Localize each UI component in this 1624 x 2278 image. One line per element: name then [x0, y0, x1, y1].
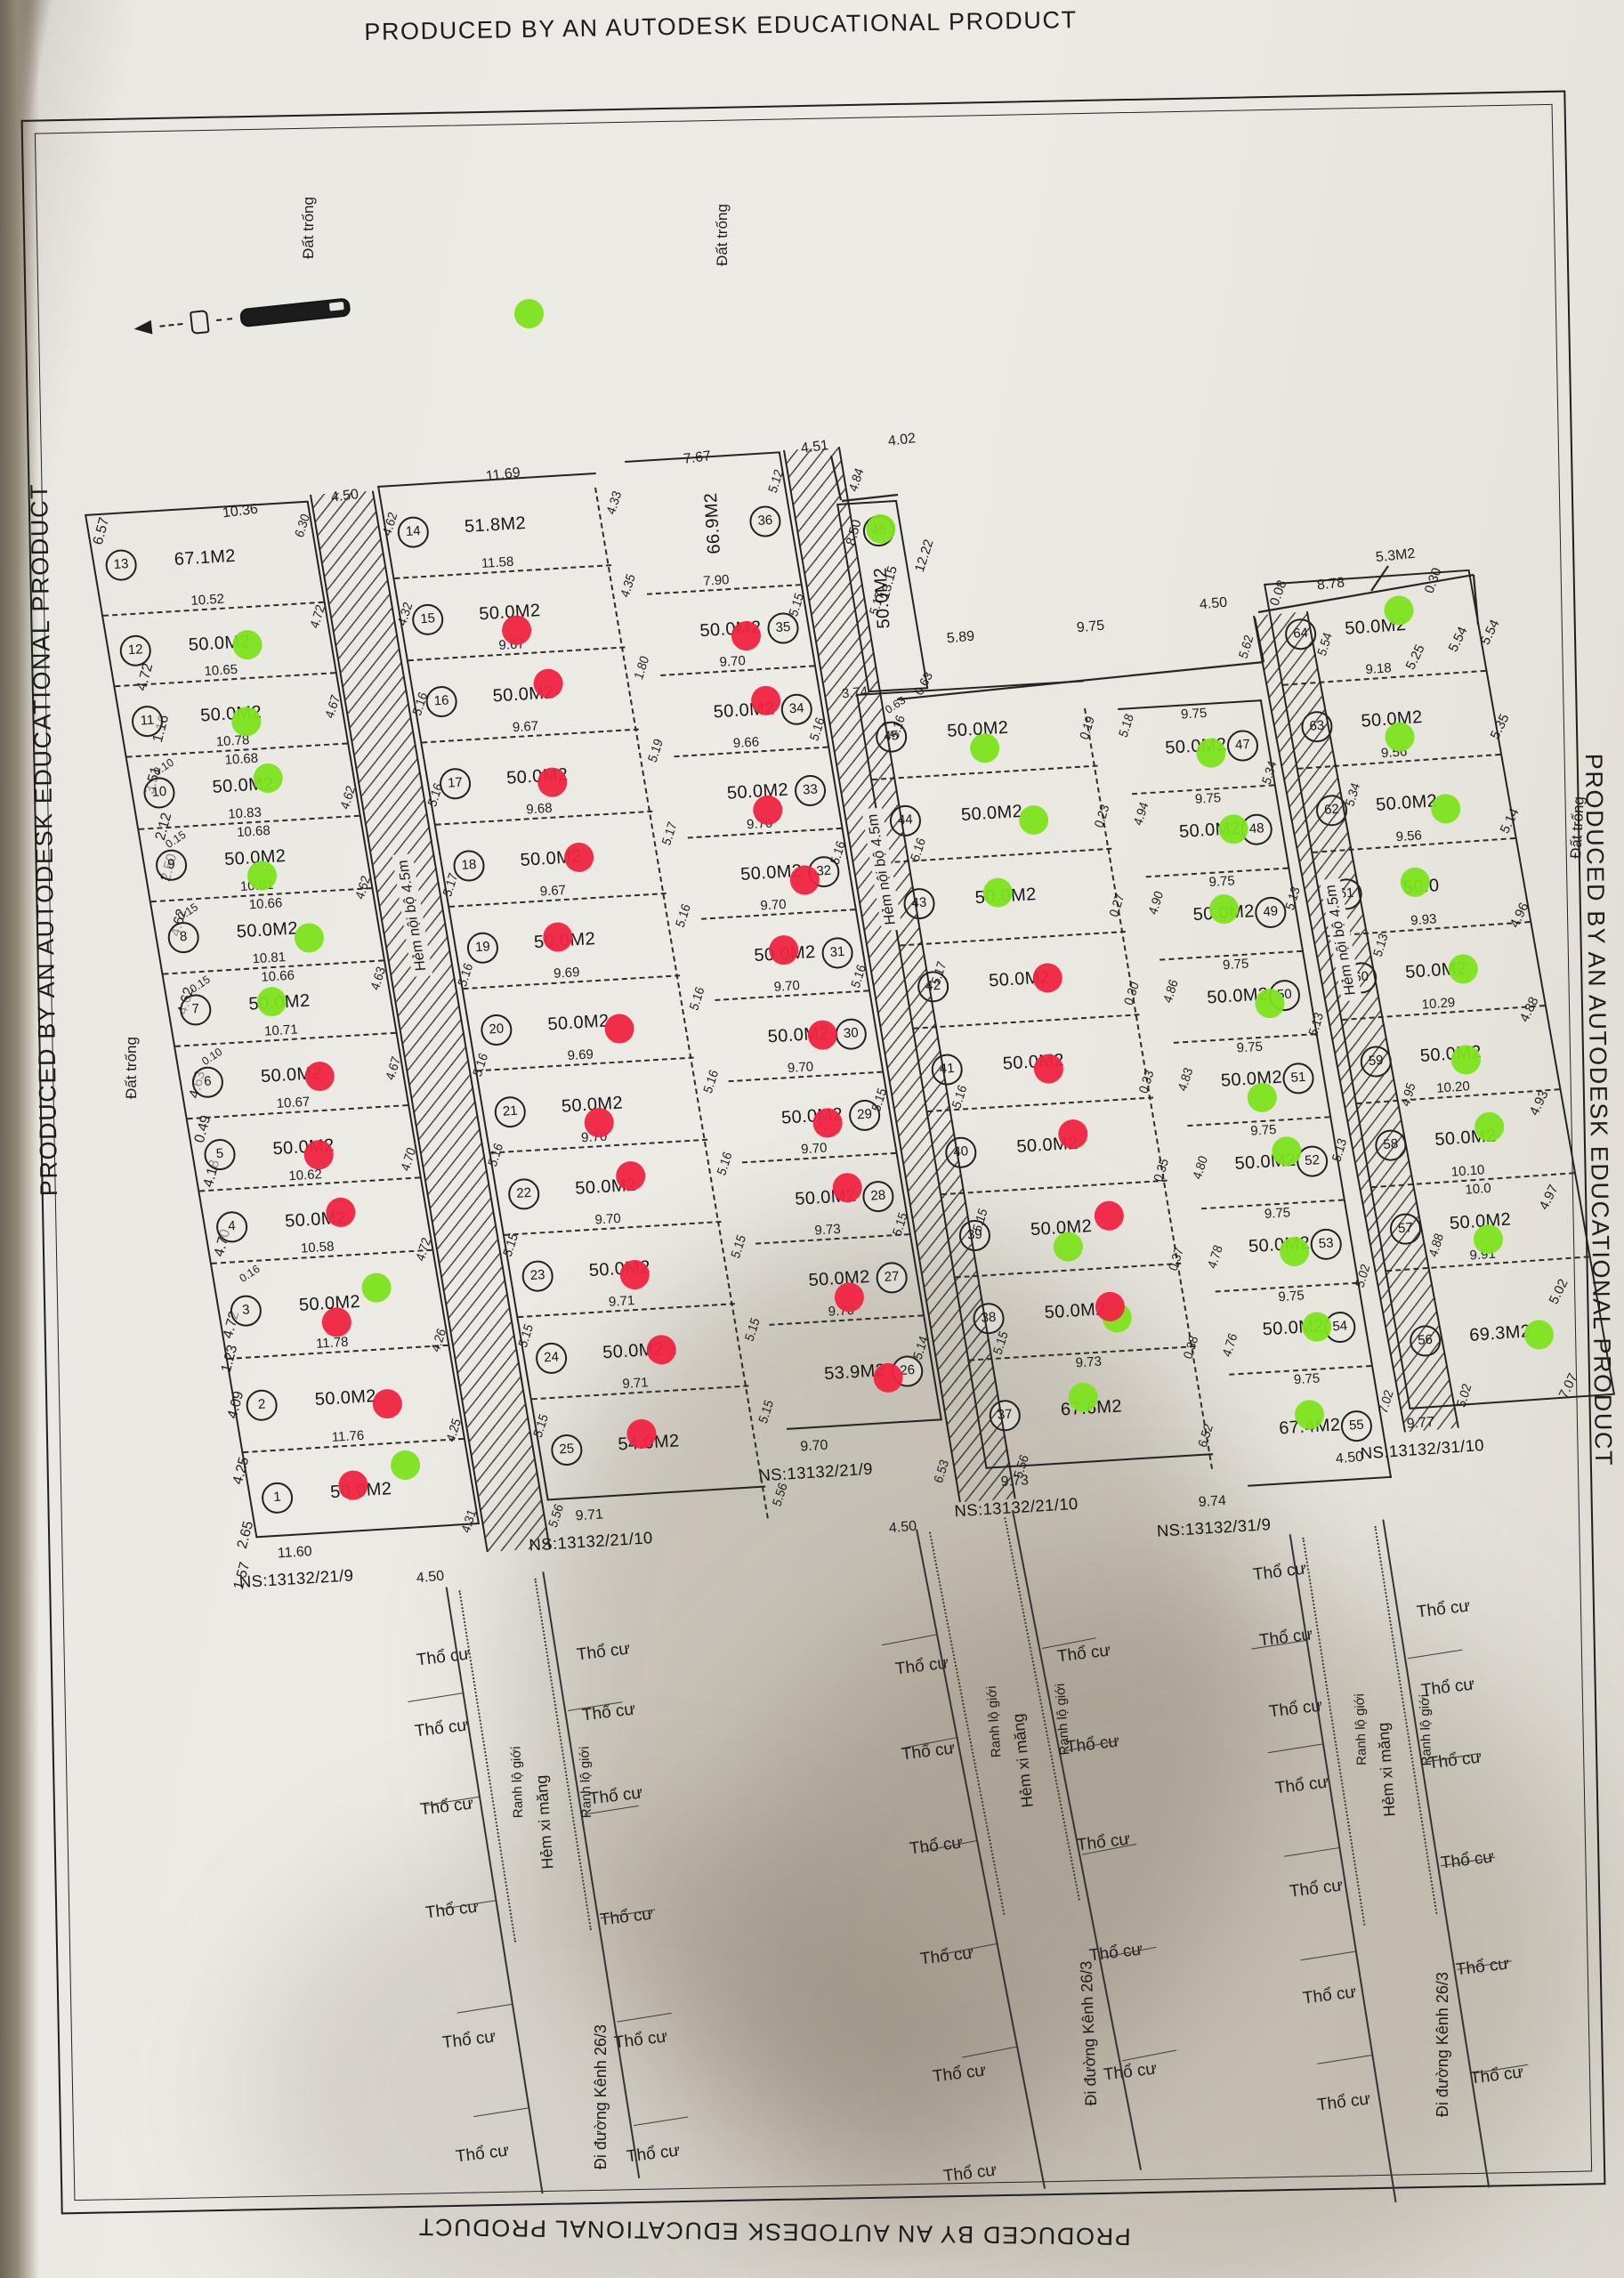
green-status-dot: [514, 299, 544, 328]
page-edge-left: [0, 0, 39, 2278]
